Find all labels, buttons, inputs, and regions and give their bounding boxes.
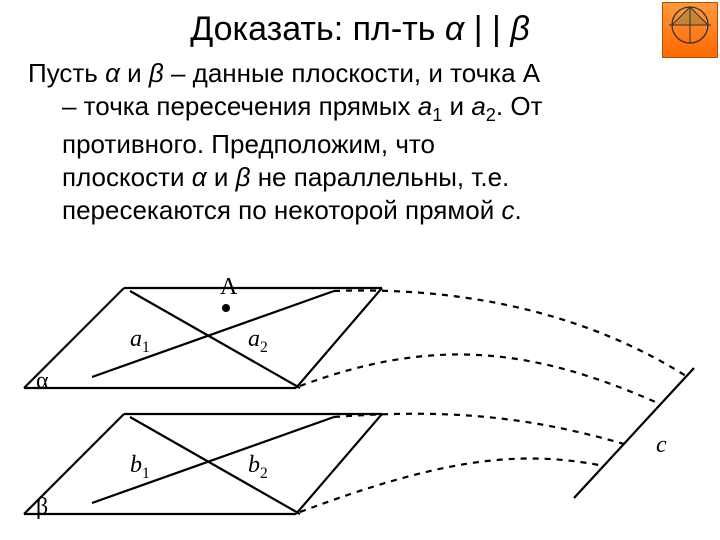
p-alpha1: α — [105, 58, 120, 88]
label-a2: a2 — [248, 326, 268, 357]
label-A: A — [220, 274, 237, 301]
p-l2b: . От — [496, 91, 543, 121]
p-a2: а — [471, 91, 485, 121]
p-a2-sub: 2 — [486, 105, 496, 125]
label-alpha: α — [36, 368, 49, 395]
slide-title: Доказать: пл-ть α | | β — [28, 10, 692, 49]
p-l5a: пересекаются по некоторой прямой — [62, 195, 501, 225]
p-c: с — [501, 195, 514, 225]
p-and1: и — [120, 58, 149, 88]
title-alpha: α — [445, 10, 464, 48]
geometry-figure: A α β a1 a2 b1 b2 c — [14, 278, 706, 526]
p-l1a: Пусть — [28, 58, 105, 88]
p-and3: и — [207, 162, 236, 192]
label-beta: β — [36, 494, 48, 521]
label-a1: a1 — [130, 326, 150, 357]
p-a1: а — [418, 91, 432, 121]
p-l1b: – данные плоскости, и точка А — [164, 58, 540, 88]
p-a1-sub: 1 — [432, 105, 442, 125]
p-beta2: β — [236, 162, 251, 192]
title-prefix: Доказать: пл-ть — [190, 10, 445, 48]
title-beta: β — [510, 10, 529, 48]
p-l3: противного. Предположим, что — [28, 128, 692, 161]
body-paragraph: Пусть α и β – данные плоскости, и точка … — [28, 57, 692, 228]
p-dot: . — [514, 195, 521, 225]
title-bars: | | — [464, 10, 510, 48]
p-l4a: плоскости — [62, 162, 192, 192]
p-l4b: не параллельны, т.е. — [250, 162, 509, 192]
corner-logo — [662, 2, 718, 58]
label-b2: b2 — [248, 452, 268, 483]
p-l2a: – точка пересечения прямых — [62, 91, 418, 121]
label-b1: b1 — [130, 452, 150, 483]
label-c: c — [656, 432, 667, 459]
p-and2: и — [442, 91, 471, 121]
p-alpha2: α — [192, 162, 207, 192]
p-beta1: β — [149, 58, 164, 88]
